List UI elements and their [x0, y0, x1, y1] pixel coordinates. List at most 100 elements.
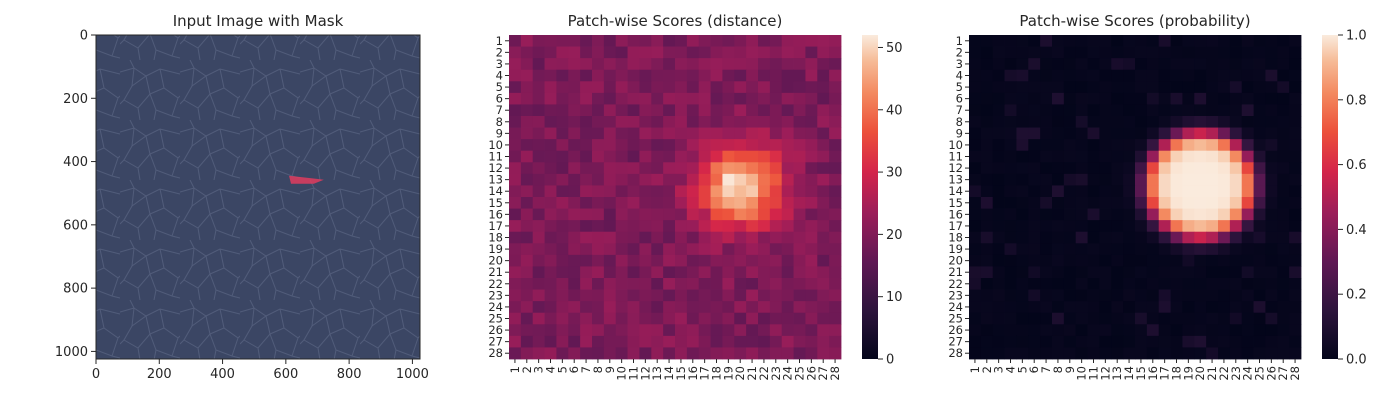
heatmap-cell — [1099, 301, 1112, 314]
heatmap-cell — [710, 301, 723, 314]
heatmap-cell — [1135, 301, 1148, 314]
heatmap-cell — [1123, 301, 1136, 314]
heatmap-cell — [592, 116, 605, 128]
heatmap-cell — [1063, 266, 1077, 279]
heatmap-cell — [746, 278, 759, 290]
heatmap-cell — [1063, 347, 1077, 360]
heatmap-cell — [758, 162, 771, 175]
heatmap-cell — [603, 220, 617, 233]
heatmap-cell — [675, 231, 688, 244]
heatmap-cell — [1289, 150, 1302, 163]
heatmap-cell — [627, 254, 640, 267]
heatmap-cell — [1182, 301, 1195, 314]
y-tick-label: 7 — [496, 103, 503, 117]
heatmap-cell — [1158, 243, 1171, 256]
heatmap-cell — [592, 231, 605, 244]
heatmap-cell — [1206, 312, 1219, 325]
heatmap-cell — [1052, 35, 1065, 47]
heatmap-cell — [1111, 335, 1124, 348]
heatmap-cell — [781, 35, 794, 47]
heatmap-cell — [805, 139, 818, 152]
heatmap-cell — [769, 208, 783, 221]
heatmap-cell — [532, 81, 545, 94]
y-tick-label: 1 — [956, 34, 963, 48]
colorbar-tick-label: 0 — [886, 353, 894, 368]
heatmap-cell — [817, 185, 830, 198]
y-tick-label: 7 — [956, 103, 963, 117]
heatmap-cell — [544, 266, 557, 279]
heatmap-cell — [686, 150, 700, 163]
heatmap-cell — [710, 173, 723, 186]
heatmap-cell — [710, 139, 723, 152]
heatmap-cell — [544, 278, 557, 290]
heatmap-cell — [1218, 324, 1231, 337]
y-tick-label: 6 — [496, 92, 503, 106]
heatmap-cell — [1063, 173, 1077, 186]
heatmap-cell — [1277, 347, 1290, 360]
heatmap-cell — [651, 301, 664, 314]
heatmap-cell — [1004, 58, 1017, 71]
heatmap-cell — [1158, 266, 1171, 279]
x-tick-label: 17 — [1158, 366, 1172, 381]
heatmap-cell — [1111, 220, 1124, 233]
heatmap-cell — [1052, 58, 1065, 71]
heatmap-cell — [1087, 104, 1100, 117]
colorbar-tick-label: 0.8 — [1346, 93, 1367, 108]
heatmap-cell — [1265, 58, 1278, 71]
heatmap-cell — [1146, 185, 1160, 198]
heatmap-cell — [746, 197, 759, 209]
heatmap-cell — [603, 116, 617, 128]
heatmap-cell — [698, 35, 711, 47]
heatmap-cell — [1135, 46, 1148, 59]
heatmap-cell — [1099, 139, 1112, 152]
heatmap-cell — [580, 69, 593, 82]
heatmap-cell — [1016, 127, 1029, 140]
heatmap-cell — [793, 69, 806, 82]
heatmap-cell — [675, 324, 688, 337]
leather-texture — [96, 35, 420, 359]
heatmap-cell — [980, 127, 994, 140]
heatmap-cell — [603, 185, 617, 198]
heatmap-cell — [1241, 254, 1254, 267]
heatmap-cell — [1194, 127, 1207, 140]
y-tick-label: 6 — [956, 92, 963, 106]
heatmap-cell — [603, 254, 617, 267]
heatmap-cell — [1218, 278, 1231, 290]
heatmap-cell — [1241, 162, 1254, 175]
heatmap-cell — [1052, 150, 1065, 163]
heatmap-cell — [1158, 197, 1171, 209]
heatmap-cell — [520, 104, 534, 117]
heatmap-cell — [1075, 289, 1088, 302]
heatmap-cell — [686, 289, 700, 302]
heatmap-cell — [556, 301, 569, 314]
x-tick-label: 8 — [1051, 366, 1065, 373]
heatmap-cell — [1052, 220, 1065, 233]
heatmap-cell — [675, 278, 688, 290]
heatmap-cell — [1040, 254, 1053, 267]
y-tick-label: 2 — [496, 45, 503, 59]
heatmap-cell — [1123, 139, 1136, 152]
heatmap-cell — [556, 35, 569, 47]
heatmap-cell — [746, 46, 759, 59]
heatmap-cell — [1123, 266, 1136, 279]
heatmap-cell — [1004, 150, 1017, 163]
heatmap-cell — [663, 35, 676, 47]
heatmap-cell — [980, 335, 994, 348]
heatmap-cell — [1277, 254, 1290, 267]
heatmap-cell — [781, 324, 794, 337]
heatmap-cell — [532, 173, 545, 186]
heatmap-cell — [1158, 312, 1171, 325]
heatmap-cell — [509, 266, 522, 279]
heatmap-cell — [781, 58, 794, 71]
heatmap-cell — [1004, 312, 1017, 325]
heatmap-cell — [1170, 162, 1183, 175]
heatmap-cell — [1123, 116, 1136, 128]
heatmap-cell — [1277, 243, 1290, 256]
heatmap-cell — [793, 58, 806, 71]
heatmap-cell — [1135, 289, 1148, 302]
heatmap-cell — [1016, 35, 1029, 47]
heatmap-cell — [758, 243, 771, 256]
heatmap-cell — [1229, 127, 1243, 140]
heatmap-cell — [1182, 231, 1195, 244]
heatmap-cell — [781, 266, 794, 279]
